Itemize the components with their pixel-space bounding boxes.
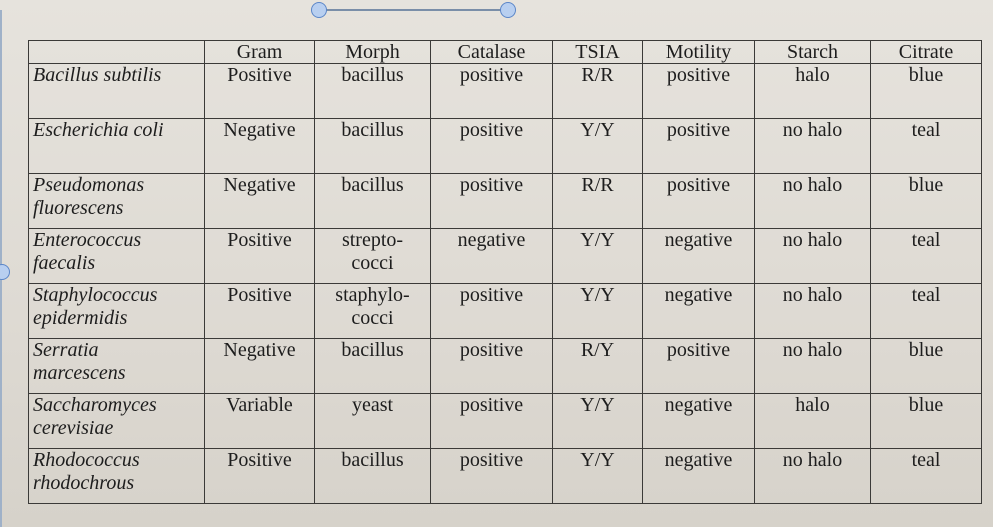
morph-cell: bacillus bbox=[314, 338, 431, 394]
motility-cell: positive bbox=[642, 338, 755, 394]
table-row: Serratia marcescens Negative bacillus pos… bbox=[28, 338, 982, 394]
starch-cell: no halo bbox=[754, 448, 871, 504]
organism-cell: Pseudomonas fluorescens bbox=[28, 173, 205, 229]
tsia-cell: Y/Y bbox=[552, 283, 643, 339]
table-row: Bacillus subtilis Positive bacillus posi… bbox=[28, 63, 982, 119]
starch-cell: no halo bbox=[754, 228, 871, 284]
citrate-cell: blue bbox=[870, 393, 982, 449]
table-row: Escherichia coli Negative bacillus posit… bbox=[28, 118, 982, 174]
citrate-cell: teal bbox=[870, 448, 982, 504]
motility-cell: negative bbox=[642, 283, 755, 339]
starch-cell: no halo bbox=[754, 173, 871, 229]
citrate-cell: blue bbox=[870, 63, 982, 119]
morph-cell: yeast bbox=[314, 393, 431, 449]
organism-cell: Enterococcus faecalis bbox=[28, 228, 205, 284]
organism-cell: Rhodococcus rhodochrous bbox=[28, 448, 205, 504]
gram-cell: Negative bbox=[204, 118, 315, 174]
gram-cell: Variable bbox=[204, 393, 315, 449]
motility-cell: negative bbox=[642, 448, 755, 504]
starch-cell: no halo bbox=[754, 283, 871, 339]
morph-cell: bacillus bbox=[314, 448, 431, 504]
tsia-cell: Y/Y bbox=[552, 448, 643, 504]
motility-cell: positive bbox=[642, 118, 755, 174]
tsia-cell: R/R bbox=[552, 63, 643, 119]
morph-cell: bacillus bbox=[314, 118, 431, 174]
table-row: Enterococcus faecalis Positive strepto-co… bbox=[28, 228, 982, 284]
catalase-cell: positive bbox=[430, 393, 553, 449]
citrate-cell: blue bbox=[870, 338, 982, 394]
catalase-cell: positive bbox=[430, 338, 553, 394]
organism-cell: Escherichia coli bbox=[28, 118, 205, 174]
tsia-cell: Y/Y bbox=[552, 118, 643, 174]
motility-cell: positive bbox=[642, 173, 755, 229]
header-starch: Starch bbox=[754, 40, 871, 64]
resize-handle-left[interactable] bbox=[0, 264, 10, 280]
header-tsia: TSIA bbox=[552, 40, 643, 64]
morph-cell: staphylo-cocci bbox=[314, 283, 431, 339]
gram-cell: Positive bbox=[204, 448, 315, 504]
header-citrate: Citrate bbox=[870, 40, 982, 64]
table-row: Staphylococcus epidermidis Positive staph… bbox=[28, 283, 982, 339]
morph-cell: bacillus bbox=[314, 63, 431, 119]
catalase-cell: positive bbox=[430, 118, 553, 174]
morph-cell: bacillus bbox=[314, 173, 431, 229]
tsia-cell: Y/Y bbox=[552, 393, 643, 449]
gram-cell: Positive bbox=[204, 63, 315, 119]
resize-handle-top-right[interactable] bbox=[500, 2, 516, 18]
citrate-cell: teal bbox=[870, 283, 982, 339]
starch-cell: no halo bbox=[754, 118, 871, 174]
citrate-cell: teal bbox=[870, 228, 982, 284]
gram-cell: Positive bbox=[204, 283, 315, 339]
starch-cell: halo bbox=[754, 63, 871, 119]
header-row: Gram Morph Catalase TSIA Motility Starch… bbox=[28, 40, 982, 64]
motility-cell: negative bbox=[642, 393, 755, 449]
tsia-cell: Y/Y bbox=[552, 228, 643, 284]
bacteria-test-table: Gram Morph Catalase TSIA Motility Starch… bbox=[28, 40, 982, 504]
catalase-cell: positive bbox=[430, 63, 553, 119]
header-gram: Gram bbox=[204, 40, 315, 64]
catalase-cell: positive bbox=[430, 283, 553, 339]
morph-cell: strepto-cocci bbox=[314, 228, 431, 284]
starch-cell: no halo bbox=[754, 338, 871, 394]
gram-cell: Negative bbox=[204, 338, 315, 394]
tsia-cell: R/Y bbox=[552, 338, 643, 394]
header-organism bbox=[28, 40, 205, 64]
organism-cell: Staphylococcus epidermidis bbox=[28, 283, 205, 339]
gram-cell: Positive bbox=[204, 228, 315, 284]
motility-cell: negative bbox=[642, 228, 755, 284]
citrate-cell: teal bbox=[870, 118, 982, 174]
header-motility: Motility bbox=[642, 40, 755, 64]
catalase-cell: positive bbox=[430, 173, 553, 229]
table-row: Saccharomyces cerevisiae Variable yeast p… bbox=[28, 393, 982, 449]
motility-cell: positive bbox=[642, 63, 755, 119]
organism-cell: Saccharomyces cerevisiae bbox=[28, 393, 205, 449]
starch-cell: halo bbox=[754, 393, 871, 449]
table-row: Pseudomonas fluorescens Negative bacillus… bbox=[28, 173, 982, 229]
tsia-cell: R/R bbox=[552, 173, 643, 229]
selection-top-edge bbox=[316, 9, 508, 11]
citrate-cell: blue bbox=[870, 173, 982, 229]
organism-cell: Serratia marcescens bbox=[28, 338, 205, 394]
header-catalase: Catalase bbox=[430, 40, 553, 64]
resize-handle-top-left[interactable] bbox=[311, 2, 327, 18]
catalase-cell: positive bbox=[430, 448, 553, 504]
gram-cell: Negative bbox=[204, 173, 315, 229]
organism-cell: Bacillus subtilis bbox=[28, 63, 205, 119]
catalase-cell: negative bbox=[430, 228, 553, 284]
table-row: Rhodococcus rhodochrous Positive bacillus… bbox=[28, 448, 982, 504]
header-morph: Morph bbox=[314, 40, 431, 64]
